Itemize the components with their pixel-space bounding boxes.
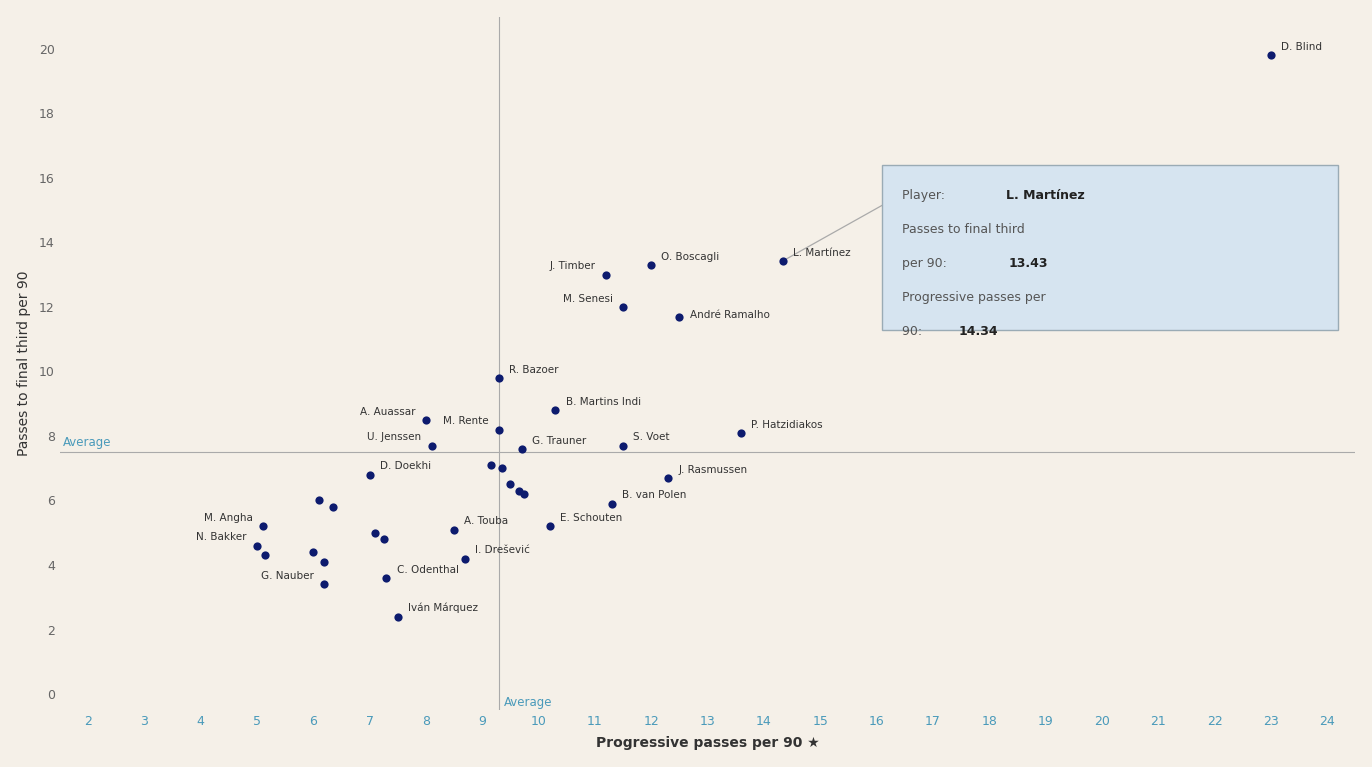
Text: J. Rasmussen: J. Rasmussen	[678, 465, 748, 475]
Text: S. Voet: S. Voet	[634, 433, 670, 443]
Point	[1259, 49, 1281, 61]
Text: Player:: Player:	[901, 189, 949, 202]
Text: O. Boscagli: O. Boscagli	[661, 252, 719, 262]
Text: Passes to final third: Passes to final third	[901, 223, 1025, 236]
Text: André Ramalho: André Ramalho	[690, 310, 770, 320]
Text: L. Martínez: L. Martínez	[793, 248, 851, 258]
Point	[668, 311, 690, 323]
Point	[443, 523, 465, 535]
Text: M. Angha: M. Angha	[203, 513, 252, 523]
Text: C. Odenthal: C. Odenthal	[397, 565, 458, 574]
Point	[387, 611, 409, 623]
Point	[254, 549, 276, 561]
Text: P. Hatzidiakos: P. Hatzidiakos	[752, 420, 823, 430]
Text: per 90:: per 90:	[901, 257, 951, 270]
Point	[307, 495, 329, 507]
Text: Average: Average	[63, 436, 111, 449]
Point	[246, 539, 268, 551]
Text: B. Martins Indi: B. Martins Indi	[565, 397, 641, 407]
Point	[314, 578, 336, 591]
Text: R. Bazoer: R. Bazoer	[509, 364, 558, 375]
Point	[508, 485, 530, 497]
Text: B. van Polen: B. van Polen	[622, 490, 686, 501]
Point	[491, 462, 513, 474]
Point	[358, 469, 380, 481]
Point	[480, 459, 502, 471]
Point	[545, 404, 567, 416]
Point	[251, 520, 273, 532]
Point	[657, 472, 679, 484]
Text: M. Rente: M. Rente	[443, 416, 488, 426]
Point	[302, 546, 324, 558]
Text: J. Timber: J. Timber	[550, 262, 595, 272]
Point	[376, 571, 398, 584]
Text: 14.34: 14.34	[958, 324, 997, 337]
Text: Iván Márquez: Iván Márquez	[407, 603, 477, 614]
Point	[322, 501, 344, 513]
Text: U. Jenssen: U. Jenssen	[368, 433, 421, 443]
Point	[454, 552, 476, 565]
X-axis label: Progressive passes per 90 ★: Progressive passes per 90 ★	[595, 736, 819, 750]
Point	[314, 555, 336, 568]
Text: Average: Average	[504, 696, 552, 709]
Point	[612, 301, 634, 313]
Text: M. Senesi: M. Senesi	[563, 294, 613, 304]
Text: D. Doekhi: D. Doekhi	[380, 462, 431, 472]
Text: Progressive passes per: Progressive passes per	[901, 291, 1045, 304]
Point	[488, 372, 510, 384]
Text: L. Martínez: L. Martínez	[1006, 189, 1085, 202]
Point	[364, 527, 386, 539]
Text: N. Bakker: N. Bakker	[196, 532, 247, 542]
FancyBboxPatch shape	[882, 165, 1339, 330]
Y-axis label: Passes to final third per 90: Passes to final third per 90	[16, 271, 30, 456]
Point	[641, 259, 663, 272]
Text: D. Blind: D. Blind	[1281, 42, 1323, 52]
Text: I. Drešević: I. Drešević	[476, 545, 531, 555]
Text: G. Trauner: G. Trauner	[532, 436, 586, 446]
Text: A. Touba: A. Touba	[464, 516, 508, 526]
Point	[730, 426, 752, 439]
Point	[373, 533, 395, 545]
Point	[499, 478, 521, 490]
Point	[612, 439, 634, 452]
Point	[510, 443, 532, 455]
Text: 90:: 90:	[901, 324, 926, 337]
Point	[595, 268, 617, 281]
Point	[539, 520, 561, 532]
Point	[513, 488, 535, 500]
Text: E. Schouten: E. Schouten	[560, 513, 622, 523]
Text: A. Auassar: A. Auassar	[361, 407, 416, 416]
Text: 13.43: 13.43	[1008, 257, 1048, 270]
Point	[601, 498, 623, 510]
Text: G. Nauber: G. Nauber	[262, 571, 314, 581]
Point	[772, 255, 794, 267]
Point	[414, 413, 436, 426]
Point	[488, 423, 510, 436]
Point	[421, 439, 443, 452]
